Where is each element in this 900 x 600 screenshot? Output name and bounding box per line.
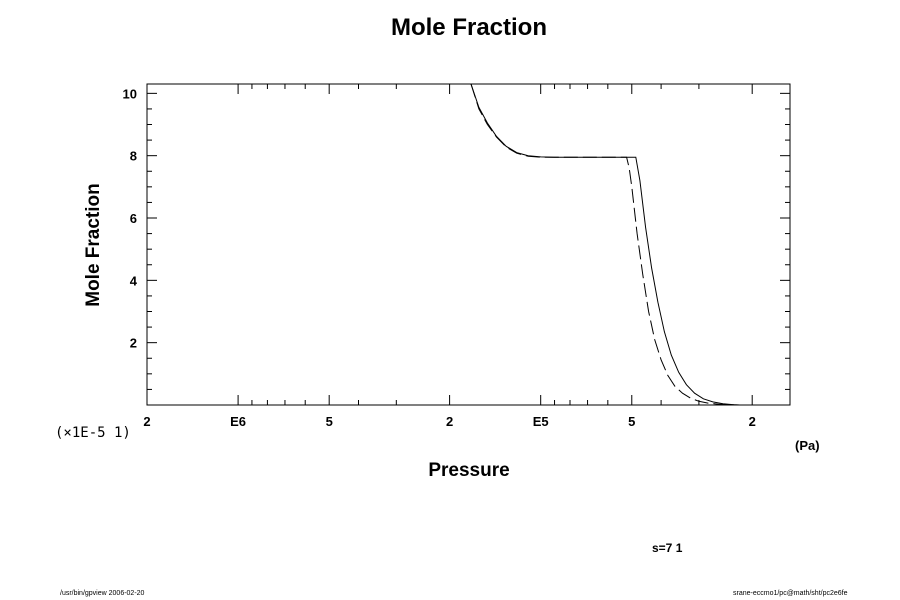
chart-title: Mole Fraction <box>390 14 547 41</box>
x-tick-label: E5 <box>533 414 549 429</box>
x-tick-label: 5 <box>628 414 635 429</box>
s-value-label: s=7 1 <box>652 541 683 555</box>
series-group <box>470 83 740 406</box>
x-tick-label: 2 <box>143 414 150 429</box>
y-scale-note: (×1E-5 1) <box>55 425 131 441</box>
footer-program-label: /usr/bin/gpview 2006-02-20 <box>60 590 145 597</box>
x-tick-label: 5 <box>326 414 333 429</box>
footer-path-label: srane-eccmo1/pc@math/sht/pc2e6fe <box>733 590 848 597</box>
plot-frame <box>146 83 791 406</box>
x-tick-label: E6 <box>230 414 246 429</box>
y-tick-label: 2 <box>130 336 137 351</box>
x-tick-label: 2 <box>446 414 453 429</box>
solid-series-line <box>470 83 740 406</box>
x-tick-label: 2 <box>749 414 756 429</box>
x-axis-unit: (Pa) <box>795 438 820 453</box>
y-tick-label: 10 <box>123 86 137 101</box>
dashed-series-line <box>470 83 740 406</box>
y-tick-label: 8 <box>130 149 137 164</box>
y-tick-label: 6 <box>130 211 137 226</box>
axes: 2 E6 5 2 E5 5 2 2 4 6 8 10 <box>123 84 790 429</box>
x-axis-label: Pressure <box>428 460 510 481</box>
y-tick-label: 4 <box>130 273 138 288</box>
